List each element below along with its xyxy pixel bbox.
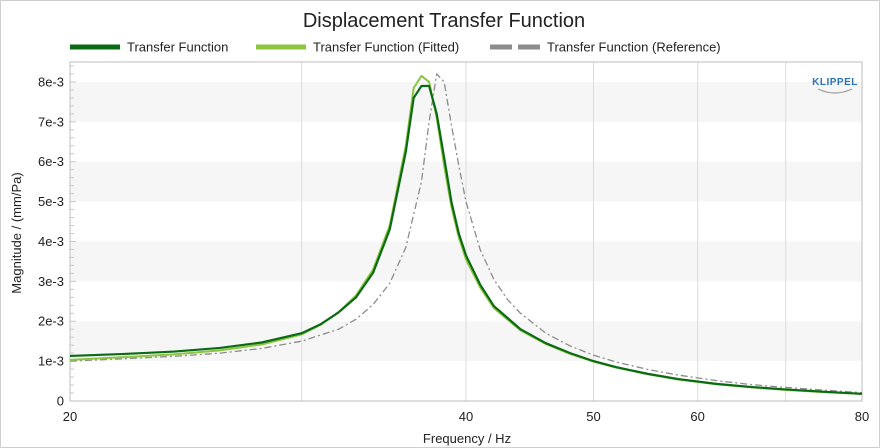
- series-line-0: [69, 84, 863, 395]
- klippel-logo-text: KLIPPEL: [812, 77, 858, 88]
- y-tick-label: 2e-3: [38, 314, 64, 329]
- x-tick-label: 40: [459, 409, 473, 424]
- y-tick-label: 6e-3: [38, 154, 64, 169]
- legend-label-1: Transfer Function (Fitted): [313, 40, 459, 55]
- y-axis-tick-labels: 0 1e-3 2e-3 3e-3 4e-3 5e-3 6e-3 7e-3 8e-3: [38, 74, 64, 408]
- x-tick-label: 60: [690, 409, 704, 424]
- y-axis-label: Magnitude / (mm/Pa): [9, 172, 24, 293]
- legend-label-2: Transfer Function (Reference): [547, 40, 721, 55]
- plot-area-border: [69, 61, 863, 402]
- y-tick-label: 0: [57, 394, 64, 409]
- y-tick-label: 3e-3: [38, 274, 64, 289]
- y-tick-label: 1e-3: [38, 354, 64, 369]
- y-tick-label: 8e-3: [38, 74, 64, 89]
- x-tick-label: 20: [63, 409, 77, 424]
- x-tick-label: 50: [586, 409, 600, 424]
- chart-legend: Transfer Function Transfer Function (Fitt…: [70, 40, 721, 55]
- y-tick-label: 7e-3: [38, 114, 64, 129]
- x-tick-label: 80: [855, 409, 869, 424]
- legend-label-0: Transfer Function: [127, 40, 228, 55]
- chart-title: Displacement Transfer Function: [303, 10, 585, 32]
- x-axis-label: Frequency / Hz: [423, 431, 511, 446]
- y-tick-label: 5e-3: [38, 194, 64, 209]
- klippel-logo: KLIPPEL: [812, 77, 858, 94]
- grid-lines: [301, 62, 787, 401]
- series-line-2: [69, 73, 863, 394]
- y-tick-label: 4e-3: [38, 234, 64, 249]
- series-layer: [69, 73, 863, 395]
- x-axis-tick-labels: 20 40 50 60 80: [63, 409, 869, 424]
- logo-swoosh-icon: [817, 88, 853, 94]
